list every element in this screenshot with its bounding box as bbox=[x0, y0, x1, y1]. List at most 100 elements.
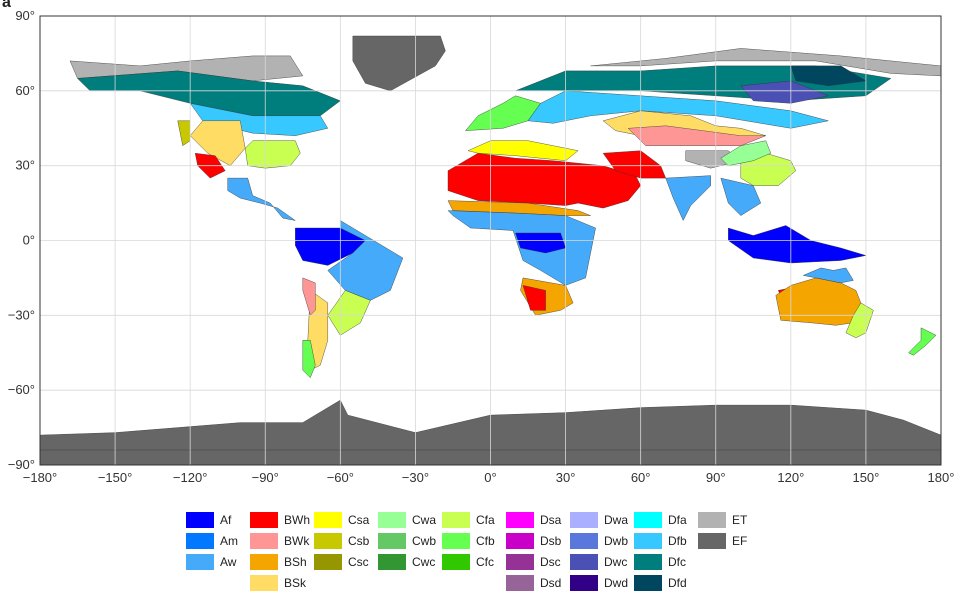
legend-swatch bbox=[378, 554, 406, 570]
legend-label: Cwa bbox=[412, 513, 437, 527]
region-north-africa-arabia-bwh bbox=[447, 152, 641, 209]
legend-swatch bbox=[250, 533, 278, 549]
region-east-asia-cfa bbox=[740, 152, 797, 186]
legend-item-dwa: Dwa bbox=[570, 511, 628, 529]
lon-tick-label: 0° bbox=[484, 470, 496, 485]
region-east-asia-cwa bbox=[720, 140, 772, 166]
legend-swatch bbox=[186, 554, 214, 570]
region-central-asia-bwk bbox=[627, 125, 766, 146]
region-greenland-ice bbox=[352, 35, 446, 92]
legend-item-dwd: Dwd bbox=[570, 574, 628, 592]
legend-swatch bbox=[250, 575, 278, 591]
legend-label: BSh bbox=[284, 555, 307, 569]
legend-label: Dsa bbox=[540, 513, 562, 527]
legend-swatch bbox=[506, 512, 534, 528]
legend-swatch bbox=[506, 554, 534, 570]
legend-label: Am bbox=[220, 534, 238, 548]
legend-label: Dwb bbox=[604, 534, 629, 548]
longitude-axis: −180° −150° −120° −90° −60° −30° 0° 30° 60° 90° 12… bbox=[23, 470, 955, 485]
lat-tick-label: 30° bbox=[15, 158, 35, 173]
lat-tick-label: 0° bbox=[23, 233, 35, 248]
legend-item-bwh: BWh bbox=[250, 511, 310, 529]
legend-swatch bbox=[186, 533, 214, 549]
legend-swatch bbox=[634, 575, 662, 591]
legend-item-cfa: Cfa bbox=[442, 511, 495, 529]
lon-tick-label: 90° bbox=[706, 470, 726, 485]
legend-item-csc: Csc bbox=[314, 553, 369, 571]
legend-label: Dwc bbox=[604, 555, 628, 569]
legend-label: Dwd bbox=[604, 576, 629, 590]
legend-item-dwc: Dwc bbox=[570, 553, 627, 571]
legend-item-bwk: BWk bbox=[250, 532, 309, 550]
region-india-aw bbox=[665, 175, 711, 221]
legend-swatch bbox=[314, 512, 342, 528]
legend-item-bsh: BSh bbox=[250, 553, 307, 571]
legend-swatch bbox=[506, 533, 534, 549]
legend-item-dfb: Dfb bbox=[634, 532, 687, 550]
lon-tick-label: −60° bbox=[327, 470, 354, 485]
lat-tick-label: 60° bbox=[15, 83, 35, 98]
legend-label: Cwc bbox=[412, 555, 436, 569]
legend-item-cfc: Cfc bbox=[442, 553, 494, 571]
legend-swatch bbox=[250, 554, 278, 570]
legend-label: Dwa bbox=[604, 513, 629, 527]
region-kalahari-bwh bbox=[522, 285, 546, 311]
legend-swatch bbox=[698, 512, 726, 528]
legend-item-cwc: Cwc bbox=[378, 553, 435, 571]
legend-label: Cfb bbox=[476, 534, 495, 548]
legend-label: ET bbox=[732, 513, 748, 527]
legend-item-af: Af bbox=[186, 511, 231, 529]
climate-legend: Af Am Aw BWh BWk BSh BSk Csa Csb Csc Cwa Cwb Cwc Cfa C… bbox=[186, 511, 748, 595]
legend-item-aw: Aw bbox=[186, 553, 236, 571]
legend-item-et: ET bbox=[698, 511, 747, 529]
legend-swatch bbox=[186, 512, 214, 528]
lon-tick-label: −90° bbox=[252, 470, 279, 485]
legend-swatch bbox=[314, 554, 342, 570]
region-southeast-asia-aw bbox=[720, 177, 762, 216]
region-south-america-bwk bbox=[302, 277, 316, 316]
panel-label: a bbox=[2, 0, 11, 11]
lon-tick-label: 30° bbox=[556, 470, 576, 485]
legend-label: Cwb bbox=[412, 534, 437, 548]
lon-tick-label: −150° bbox=[98, 470, 132, 485]
legend-item-cwa: Cwa bbox=[378, 511, 436, 529]
region-maritime-se-asia-af bbox=[728, 225, 866, 264]
lat-tick-label: 90° bbox=[15, 8, 35, 23]
legend-label: BSk bbox=[284, 576, 307, 590]
legend-item-csb: Csb bbox=[314, 532, 369, 550]
region-new-zealand-cfb bbox=[908, 327, 937, 356]
legend-item-dsb: Dsb bbox=[506, 532, 561, 550]
legend-label: Cfc bbox=[476, 555, 494, 569]
legend-label: EF bbox=[732, 534, 748, 548]
region-siberia-dfd bbox=[790, 65, 867, 87]
region-south-america-cfa bbox=[327, 290, 371, 336]
legend-item-csa: Csa bbox=[314, 511, 369, 529]
lon-tick-label: 150° bbox=[852, 470, 879, 485]
legend-swatch bbox=[570, 533, 598, 549]
lon-tick-label: 180° bbox=[928, 470, 955, 485]
legend-swatch bbox=[570, 512, 598, 528]
legend-item-dfd: Dfd bbox=[634, 574, 687, 592]
legend-label: Cfa bbox=[476, 513, 495, 527]
region-europe-cfb bbox=[465, 95, 541, 131]
legend-label: Dfd bbox=[668, 576, 687, 590]
region-north-australia-aw bbox=[802, 267, 854, 284]
legend-label: Dfa bbox=[668, 513, 687, 527]
lat-tick-label: −60° bbox=[8, 382, 35, 397]
legend-swatch bbox=[314, 533, 342, 549]
legend-label: BWk bbox=[284, 534, 310, 548]
latitude-axis: 90° 60° 30° 0° −30° −60° −90° bbox=[8, 8, 35, 472]
legend-label: BWh bbox=[284, 513, 311, 527]
region-mexico-aw bbox=[227, 177, 296, 221]
legend-label: Dfb bbox=[668, 534, 687, 548]
lon-tick-label: 60° bbox=[631, 470, 651, 485]
legend-swatch bbox=[634, 533, 662, 549]
legend-label: Dsd bbox=[540, 576, 562, 590]
legend-item-cwb: Cwb bbox=[378, 532, 436, 550]
legend-swatch bbox=[570, 554, 598, 570]
legend-item-dsc: Dsc bbox=[506, 553, 561, 571]
lon-tick-label: 120° bbox=[777, 470, 804, 485]
legend-label: Dsb bbox=[540, 534, 562, 548]
region-north-america-csb bbox=[177, 120, 191, 147]
region-australia-bsh bbox=[775, 277, 862, 326]
